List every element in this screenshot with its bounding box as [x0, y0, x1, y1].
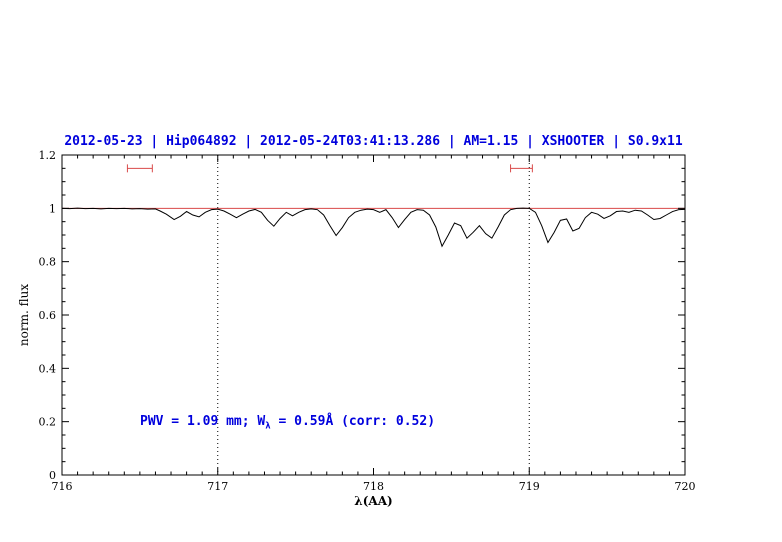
chart-title: 2012-05-23 | Hip064892 | 2012-05-24T03:4… [64, 134, 683, 149]
y-tick-label: 0 [49, 469, 56, 482]
y-tick-label: 0.8 [39, 256, 57, 269]
x-tick-label: 720 [675, 480, 696, 493]
x-axis-label: λ(AA) [354, 494, 393, 508]
y-tick-label: 1.2 [39, 149, 57, 162]
spectrum-line [61, 207, 686, 248]
x-tick-label: 717 [207, 480, 228, 493]
x-tick-label: 718 [363, 480, 384, 493]
x-tick-label: 716 [52, 480, 73, 493]
y-axis-label: norm. flux [17, 283, 31, 347]
pwv-annotation-suffix: = 0.59Å (corr: 0.52) [270, 414, 436, 429]
y-tick-label: 0.6 [39, 309, 57, 322]
y-tick-label: 0.4 [39, 362, 57, 375]
pwv-annotation-lambda-sub: λ [265, 421, 271, 432]
x-tick-label: 719 [519, 480, 540, 493]
pwv-annotation: PWV = 1.09 mm; Wλ = 0.59Å (corr: 0.52) [140, 414, 435, 432]
pwv-annotation-prefix: PWV = 1.09 mm; W [140, 414, 266, 429]
y-tick-label: 1 [49, 202, 56, 215]
y-tick-label: 0.2 [39, 416, 57, 429]
